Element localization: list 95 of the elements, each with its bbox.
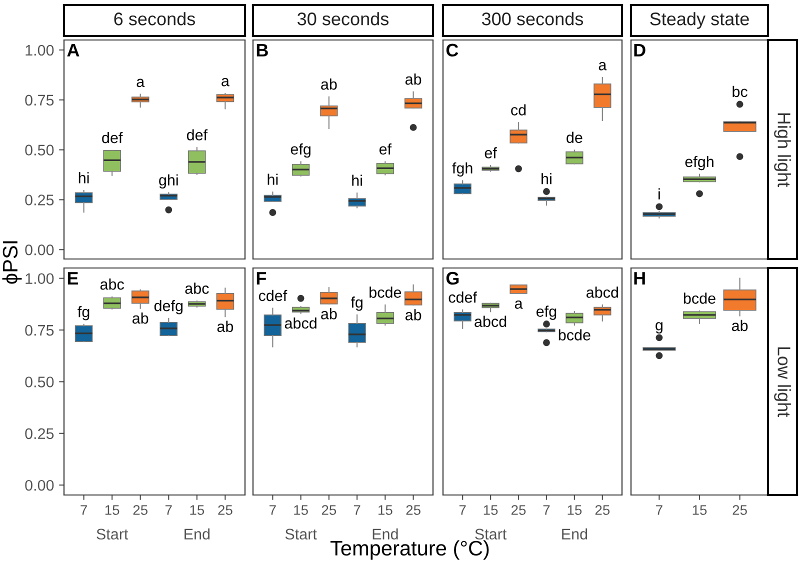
annotation: abcd (586, 286, 618, 298)
annotation: abcd (474, 316, 506, 328)
annotation: a (598, 62, 607, 70)
annotation: H (634, 272, 645, 284)
text: Start (96, 528, 128, 540)
annotation: def (102, 132, 123, 144)
y-tick-label: 0.75 (25, 324, 54, 336)
y-tick-label: 1.00 (26, 44, 54, 56)
text: End (562, 528, 588, 540)
x-tick-label: 15 (190, 505, 204, 515)
annotation: efgh (685, 156, 714, 170)
annotation: ab (217, 320, 234, 332)
x-tick-label: 7 (459, 505, 466, 515)
annotation: cd (511, 104, 526, 116)
annotation: ghi (159, 174, 178, 189)
chart-title: Steady state (650, 12, 749, 29)
annotation: efg (290, 143, 310, 158)
x-axis-title: Temperature (°C) (330, 540, 489, 560)
x-tick-label: 7 (80, 505, 87, 515)
text: End (184, 528, 210, 540)
x-tick-label: 7 (354, 505, 360, 515)
y-axis-title: ϕPSI (2, 241, 22, 284)
annotation: bcde (558, 329, 590, 340)
x-tick-label: 25 (218, 505, 232, 515)
y-tick-label: 0.75 (25, 94, 54, 106)
annotation: ab (321, 78, 337, 90)
text: High light (774, 113, 791, 188)
annotation: cdef (258, 290, 288, 302)
y-tick-label: 0.50 (25, 376, 54, 388)
x-tick-label: 7 (165, 505, 172, 515)
annotation: fg (350, 296, 362, 311)
annotation: ab (405, 73, 422, 85)
x-tick-label: 7 (270, 505, 276, 515)
annotation: a (136, 78, 145, 88)
annotation: ab (132, 312, 148, 324)
y-tick-label: 0.00 (25, 244, 54, 256)
annotation: bcde (684, 292, 716, 304)
y-tick-label: 0.25 (25, 428, 54, 440)
annotation: i (658, 188, 660, 200)
annotation: def (186, 129, 208, 140)
annotation: fgh (452, 162, 472, 177)
annotation: F (256, 272, 266, 284)
annotation: D (634, 44, 646, 56)
x-tick-label: 25 (595, 505, 610, 515)
x-tick-label: 7 (656, 505, 662, 515)
y-tick-label: 0.00 (25, 480, 54, 491)
annotation: B (256, 44, 268, 56)
x-tick-label: 25 (133, 505, 148, 515)
annotation: bcde (370, 286, 402, 298)
annotation: ab (405, 309, 422, 320)
x-tick-label: 15 (294, 505, 308, 515)
annotation: E (68, 272, 78, 284)
annotation: ef (379, 143, 392, 155)
annotation: g (656, 322, 662, 334)
annotation: abc (185, 282, 209, 294)
x-tick-label: 25 (322, 505, 336, 515)
x-tick-label: 15 (568, 505, 582, 515)
annotation: de (566, 132, 582, 144)
x-tick-label: 15 (378, 505, 392, 515)
annotation: ef (484, 147, 497, 158)
x-tick-label: 15 (484, 505, 498, 515)
y-tick-label: 0.50 (25, 144, 54, 156)
annotation: hi (268, 174, 278, 185)
x-tick-label: 25 (511, 505, 526, 515)
annotation: A (67, 44, 80, 56)
text: End (372, 528, 398, 540)
annotation: bc (732, 86, 748, 98)
annotation: abcd (284, 317, 316, 329)
annotation: G (446, 272, 459, 285)
annotation: hi (78, 172, 89, 184)
annotation: defg (154, 300, 183, 314)
x-tick-label: 7 (543, 505, 550, 515)
annotation: a (222, 78, 230, 86)
text: Start (475, 528, 507, 540)
x-tick-label: 15 (692, 505, 707, 515)
annotation: hi (542, 173, 552, 184)
chart-title: 6 seconds (114, 12, 196, 26)
y-tick-label: 1.00 (26, 273, 54, 284)
x-tick-label: 15 (105, 505, 120, 515)
y-tick-label: 0.25 (25, 194, 54, 206)
text: Start (285, 528, 317, 540)
text: Low light (774, 347, 791, 417)
annotation: ab (321, 308, 337, 320)
annotation: abc (100, 278, 124, 290)
chart-title: 300 seconds (482, 12, 584, 26)
x-tick-label: 25 (732, 505, 747, 515)
annotation: C (446, 44, 458, 57)
annotation: hi (352, 174, 362, 186)
annotation: fg (78, 306, 90, 320)
chart-title: 30 seconds (298, 12, 389, 26)
x-tick-label: 25 (406, 505, 420, 515)
annotation: efg (536, 306, 556, 320)
annotation: a (514, 300, 523, 309)
annotation: cdef (448, 292, 478, 303)
annotation: ab (732, 320, 748, 332)
